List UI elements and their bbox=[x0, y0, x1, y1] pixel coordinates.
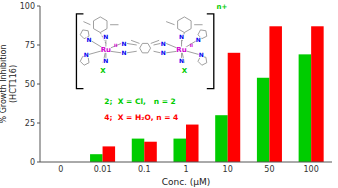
ring bbox=[140, 43, 151, 52]
structure-annotation: II bbox=[190, 43, 194, 48]
y-axis-label: % Growth Inhibition(HCT116) bbox=[0, 45, 18, 124]
bond bbox=[110, 24, 118, 25]
y-tick bbox=[37, 84, 40, 85]
x-tick-label: 0.01 bbox=[94, 165, 112, 174]
y-tick-label: 75 bbox=[25, 41, 35, 50]
legend-entry: 2; X = Cl, n = 2 bbox=[104, 97, 176, 106]
chart: 0 25 50 75 100 0 0.01 0.1 1 10 50 100 Conc. (μM) % Gr… bbox=[0, 0, 338, 188]
x-tick-label: 0.1 bbox=[138, 165, 151, 174]
y-tick bbox=[37, 45, 40, 46]
bar bbox=[228, 53, 241, 162]
bracket bbox=[207, 14, 214, 89]
structure-annotation: N bbox=[122, 49, 127, 56]
structure-annotation: X bbox=[100, 67, 106, 75]
bar bbox=[186, 125, 199, 162]
y-tick bbox=[37, 123, 40, 124]
structure-annotation: N bbox=[179, 33, 184, 40]
structure-annotation: N bbox=[199, 51, 204, 58]
bond bbox=[194, 24, 202, 25]
structure-annotation: N bbox=[103, 33, 108, 40]
x-axis bbox=[40, 162, 332, 163]
structure-annotation: Ru bbox=[101, 46, 111, 54]
bond bbox=[154, 51, 161, 53]
structure-annotation: N bbox=[84, 51, 89, 58]
structure-annotation: N bbox=[179, 57, 184, 64]
y-tick bbox=[37, 6, 40, 7]
bar bbox=[144, 142, 157, 162]
y-axis-label-line: (HCT116) bbox=[9, 65, 18, 103]
structure-inset: RuIINNNNNNXRuIINNNNNNXn+ bbox=[76, 3, 227, 89]
bond bbox=[83, 22, 90, 25]
bracket bbox=[76, 14, 83, 89]
bar bbox=[257, 78, 270, 162]
ring bbox=[94, 17, 108, 33]
bar bbox=[173, 139, 186, 162]
x-axis-label: Conc. (μM) bbox=[162, 177, 211, 187]
bond bbox=[131, 40, 139, 43]
bond bbox=[151, 40, 159, 43]
y-axis-label-line: % Growth Inhibition bbox=[0, 45, 8, 124]
x-tick-label: 0 bbox=[58, 165, 63, 174]
x-tick-label: 50 bbox=[264, 165, 274, 174]
bars bbox=[90, 26, 324, 162]
bar bbox=[299, 54, 312, 162]
structure-annotation: N bbox=[161, 40, 166, 47]
x-tick-label: 100 bbox=[304, 165, 319, 174]
structure-annotation: Ru bbox=[176, 46, 186, 54]
structure-annotation: N bbox=[122, 40, 127, 47]
bar bbox=[215, 115, 228, 162]
ring bbox=[178, 17, 192, 33]
structure-annotation: N bbox=[87, 36, 92, 43]
y-tick-label: 50 bbox=[25, 80, 35, 89]
y-tick-label: 0 bbox=[30, 158, 35, 167]
y-tick-label: 25 bbox=[25, 119, 35, 128]
bar bbox=[269, 26, 282, 162]
bond bbox=[110, 51, 121, 53]
bond bbox=[154, 43, 161, 45]
bond bbox=[110, 43, 121, 48]
structure-annotation: N bbox=[196, 36, 201, 43]
structure-annotation: X bbox=[182, 67, 188, 75]
bar bbox=[103, 146, 116, 162]
structure-annotation: N bbox=[161, 49, 166, 56]
x-tick-label: 1 bbox=[183, 165, 188, 174]
bond bbox=[127, 51, 137, 53]
structure-annotation: N bbox=[103, 57, 108, 64]
bond bbox=[127, 43, 137, 45]
structure-annotation: II bbox=[114, 43, 118, 48]
y-tick bbox=[37, 162, 40, 163]
y-tick-label: 100 bbox=[20, 2, 35, 11]
x-tick-label: 10 bbox=[223, 165, 233, 174]
bar bbox=[311, 26, 324, 162]
structure-annotation: n+ bbox=[217, 3, 228, 11]
legend-entry: 4; X = H₂O, n = 4 bbox=[104, 113, 178, 122]
bar bbox=[90, 154, 103, 162]
bar bbox=[132, 139, 145, 162]
bond bbox=[166, 22, 174, 25]
